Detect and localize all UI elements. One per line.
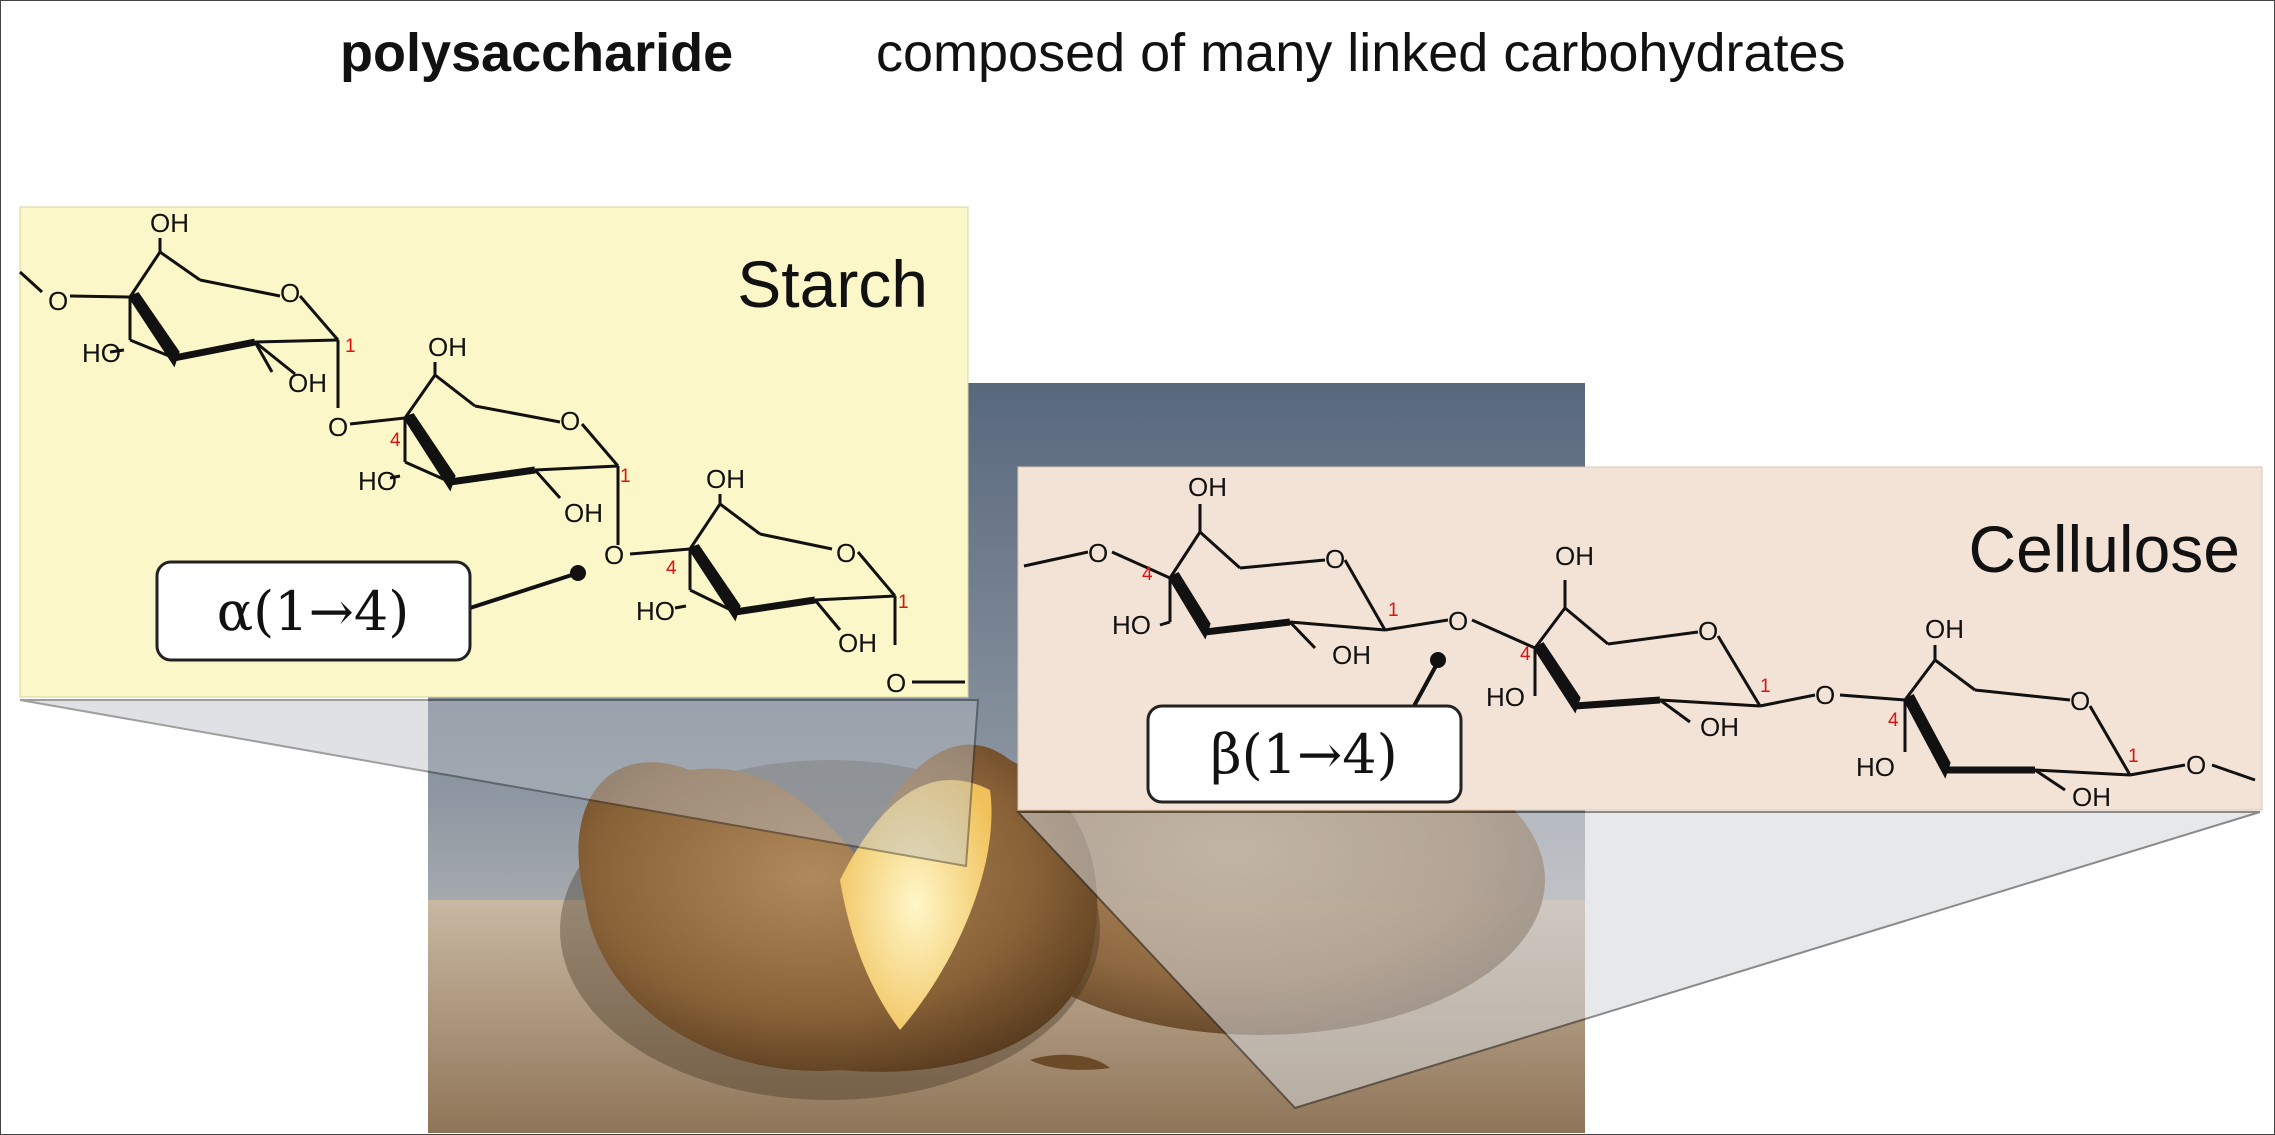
cellulose-linkage-callout: β(1→4) <box>1146 652 1463 804</box>
cellulose-glucose-unit-3 <box>1839 645 2256 792</box>
starch-glucose-unit-2 <box>349 362 620 545</box>
cellulose-u1-oh: OH <box>1332 640 1371 670</box>
starch-u2-ho: HO <box>358 466 397 496</box>
starch-u2-c1: 1 <box>620 466 631 487</box>
cellulose-glucose-unit-2 <box>1471 580 1816 724</box>
cellulose-u1-c1: 1 <box>1388 600 1399 621</box>
cellulose-u2-ho: HO <box>1486 682 1525 712</box>
starch-panel: Starch <box>18 206 969 698</box>
starch-u1-in-o: O <box>48 286 68 316</box>
cellulose-u1-ch2oh: OH <box>1188 472 1227 502</box>
starch-u3-ho: HO <box>636 596 675 626</box>
starch-u1-ch2oh: OH <box>150 208 189 238</box>
cellulose-glucose-unit-1 <box>1023 504 1449 650</box>
starch-u3-c4: 4 <box>666 558 677 579</box>
starch-linkage-label: α(1→4) <box>217 580 410 643</box>
cellulose-linkage-label: β(1→4) <box>1210 723 1397 786</box>
cellulose-u2-c4: 4 <box>1520 644 1531 665</box>
starch-structure: OH O O HO OH 1 O OH O 4 HO OH 1 O OH O 4… <box>18 208 965 698</box>
cellulose-u3-ho: HO <box>1856 752 1895 782</box>
cellulose-structure: O OH O 4 HO OH 1 O OH O 4 HO OH 1 O OH O… <box>1023 472 2256 812</box>
starch-u3-ring-o: O <box>836 538 856 568</box>
cellulose-u2-oh: OH <box>1700 712 1739 742</box>
starch-glucose-unit-1 <box>18 238 340 408</box>
term-definition: composed of many linked carbohydrates <box>876 23 1846 83</box>
cellulose-title: Cellulose <box>1969 512 2240 586</box>
cellulose-u3-oh: OH <box>2072 782 2111 812</box>
cellulose-u1-c4: 4 <box>1142 564 1153 585</box>
potato-flesh <box>840 780 992 1030</box>
starch-title: Starch <box>737 247 928 321</box>
cellulose-u1-in-o: O <box>1088 538 1108 568</box>
starch-u1-c1: 1 <box>345 336 356 357</box>
starch-u2-ch2oh: OH <box>428 332 467 362</box>
slide-heading: polysaccharide composed of many linked c… <box>0 22 2275 92</box>
cellulose-u1-ring-o: O <box>1325 544 1345 574</box>
starch-glucose-unit-3 <box>629 494 965 684</box>
starch-u3-ch2oh: OH <box>706 464 745 494</box>
cellulose-linkage-box <box>1146 704 1463 804</box>
starch-linkage-callout: α(1→4) <box>155 560 586 662</box>
cellulose-u2-ch2oh: OH <box>1555 541 1594 571</box>
starch-linkage-box <box>155 560 472 662</box>
cellulose-glycosidic-bond-marker <box>1430 652 1446 668</box>
cellulose-u2-ring-o: O <box>1698 616 1718 646</box>
starch-callout-wedge <box>19 699 980 868</box>
cellulose-link-2-o: O <box>1815 680 1835 710</box>
cellulose-panel: Cellulose <box>1017 466 2263 812</box>
cellulose-callout-wedge <box>1015 811 2261 1110</box>
starch-link-2-o: O <box>604 540 624 570</box>
cellulose-u3-c1: 1 <box>2128 746 2139 767</box>
starch-u1-ring-o: O <box>280 278 300 308</box>
cellulose-u3-c4: 4 <box>1888 710 1899 731</box>
cellulose-u1-ho: HO <box>1112 610 1151 640</box>
starch-u3-oh: OH <box>838 628 877 658</box>
potato-skin-flake <box>1030 1054 1110 1070</box>
starch-u2-c4: 4 <box>390 430 401 451</box>
starch-link-1-o: O <box>328 412 348 442</box>
starch-u2-oh: OH <box>564 498 603 528</box>
cellulose-u3-ring-o: O <box>2070 686 2090 716</box>
cellulose-u3-ch2oh: OH <box>1925 614 1964 644</box>
starch-u3-c1: 1 <box>898 592 909 613</box>
cellulose-link-1-o: O <box>1448 606 1468 636</box>
starch-u2-ring-o: O <box>560 406 580 436</box>
starch-glycosidic-bond-marker <box>570 565 586 581</box>
cellulose-u2-c1: 1 <box>1760 676 1771 697</box>
starch-u3-out-o: O <box>886 668 906 698</box>
starch-u1-oh: OH <box>288 368 327 398</box>
starch-u1-ho: HO <box>82 338 121 368</box>
cellulose-u3-out-o: O <box>2186 750 2206 780</box>
term-polysaccharide: polysaccharide <box>340 23 734 83</box>
